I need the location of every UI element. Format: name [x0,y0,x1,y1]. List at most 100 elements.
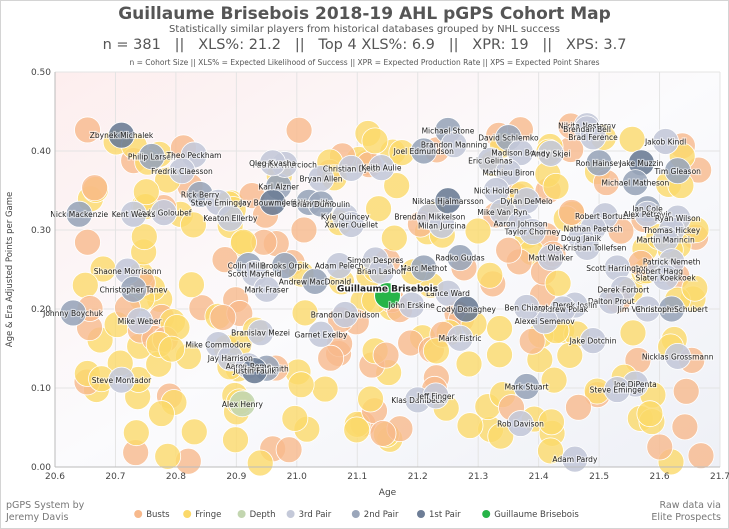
player-label: Jay Bouwmeester [239,198,306,207]
cohort-bubble [343,416,371,444]
x-tick-label: 20.9 [226,472,246,482]
player-bubble [561,445,589,473]
player-label: Brendan Mikkelson [394,213,465,222]
cohort-bubble [542,173,570,200]
player-bubble [410,137,438,165]
player-bubble [579,327,607,355]
player-label: David Schlemko [478,134,539,143]
player-bubble [120,200,147,228]
player-label: Michael Stone [422,126,475,135]
player-label: Mathieu Biron [482,168,534,177]
player-bubble [513,373,540,400]
player-bubble [108,366,135,394]
cohort-bubble [681,274,709,302]
legend-swatch [183,510,192,518]
y-tick-label: 0.40 [31,147,51,157]
player-bubble [537,244,565,272]
player-label: Karl Alzner [258,183,299,192]
cohort-bubble [365,195,392,223]
cohort-bubble [671,413,699,441]
footer-source-line1: Raw data via [659,500,721,511]
player-label: Ole-Kristian Tollefsen [548,243,627,252]
player-label: Milan Jurcina [418,221,466,230]
player-label: Radko Gudas [435,254,484,263]
player-label: Jim Vandermeer [617,305,679,314]
player-bubble [150,199,178,227]
player-label: Matt Walker [528,254,574,263]
player-label: Brandon Manning [421,141,487,150]
cohort-bubble [369,420,397,447]
player-label: Taylor Chorney [504,228,561,237]
player-label: Patrick Nemeth [643,258,701,267]
cohort-bubble [636,400,664,428]
player-label: Rick Berry [181,190,220,199]
player-bubble [446,324,474,352]
cohort-bubble [81,174,109,202]
legend: Busts Fringe Depth 3rd Pair 2nd Pair 1st Pair… [134,510,579,520]
chart-title: Guillaume Brisebois 2018-19 AHL pGPS Coh… [118,4,611,24]
x-tick-label: 21.2 [408,472,428,482]
cohort-bubble [291,299,319,327]
player-label: Alex Petrovic [623,210,671,219]
player-label: Andy Skjei [531,149,570,158]
player-label: Ben Chiarot [505,303,549,312]
player-label: Christian Djoos [323,164,380,173]
player-bubble [652,263,679,291]
footer-source: Raw data via Elite Prospects [651,500,721,524]
player-label: Joe DiPenta [613,380,657,389]
player-label: Nikita Nesterov [558,122,616,131]
legend-label: 3rd Pair [299,510,332,520]
player-bubble [168,157,196,185]
player-label: Lance Ward [426,289,470,298]
player-label: Shaone Morrisonn [94,267,162,276]
player-label: Nathan Paetsch [564,224,623,233]
player-label: Derek Forbort [597,285,649,294]
cohort-bubble [487,422,515,450]
player-label: Derek Joslin [553,301,598,310]
cohort-bubbles [59,112,715,477]
cohort-bubble [476,261,504,289]
player-label: Jake Muzzin [618,159,663,168]
player-bubble [59,299,87,327]
x-tick-label: 21.4 [529,472,549,482]
cohort-bubble [495,236,523,264]
player-bubble [410,254,438,282]
player-label: Steve Eminger [191,198,247,207]
player-label: Steve Eminger [590,386,646,395]
player-label: Jason Smith [243,364,289,373]
cohort-bubble [317,344,345,372]
legend-swatch [417,510,425,518]
legend-label: Busts [146,510,170,520]
player-label: Nick Mackenzie [50,210,108,219]
player-bubble [434,279,462,307]
definitions-line: n = Cohort Size || XLS% = Expected Likel… [129,58,600,67]
player-label: Christopher Tanev [100,285,168,294]
player-label: Mark Stuart [505,382,549,391]
player-label: Zbynek Michalek [90,131,154,140]
player-label: Alex Henry [222,400,264,409]
legend-label: Fringe [195,510,221,520]
player-label: Niklas Hjalmarsson [412,197,484,206]
player-label: Michael Matheson [601,179,669,188]
y-tick-label: 0.30 [31,226,51,236]
cohort-bubble [209,304,237,331]
player-label: Garnet Exelby [295,330,348,339]
cohort-bubble [538,408,565,436]
player-bubble [537,139,565,167]
player-bubble [652,128,679,155]
cohort-bubble [357,385,384,413]
player-bubble [259,149,287,177]
cohort-bubble [540,366,568,394]
player-label: Tim Gleason [653,167,701,176]
cohort-bubble [222,426,249,454]
footer-credit: pGPS System by Jeremy Davis [6,500,84,524]
player-label: Patrick Wiercioch [253,160,318,169]
player-label: Brian Dumoulin [292,200,350,209]
player-bubble [422,382,450,410]
subject-label: Guillaume Brisebois [337,285,438,295]
y-tick-label: 0.50 [31,68,51,78]
player-label: Slater Koekkoek [635,273,696,282]
player-bubble [440,131,468,159]
x-axis-title: Age [379,488,397,498]
